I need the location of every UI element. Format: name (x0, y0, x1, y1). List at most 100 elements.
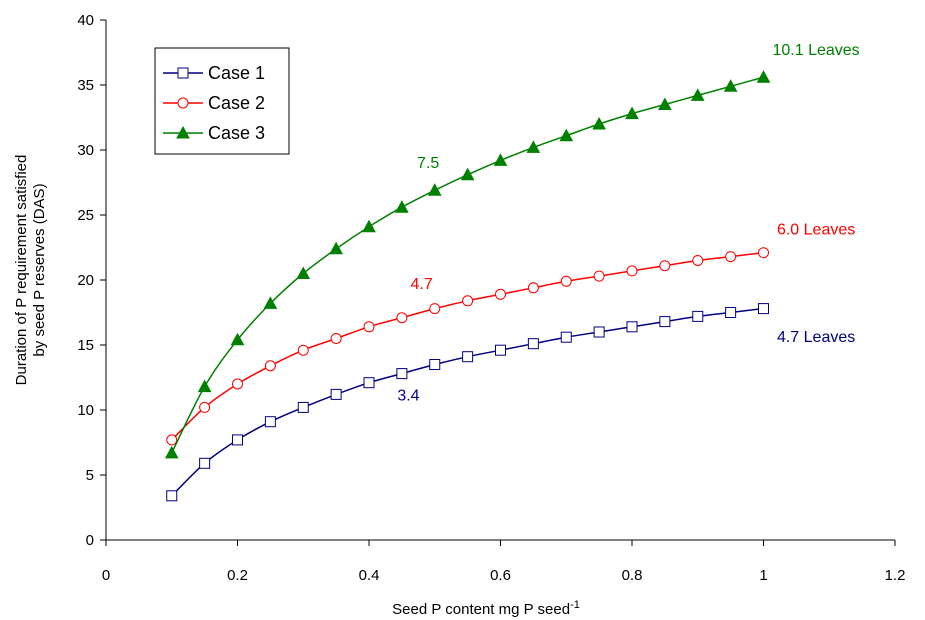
legend-item-case-2: Case 2 (163, 93, 265, 113)
y-tick-label: 10 (77, 402, 94, 419)
data-point-case-3 (723, 79, 738, 92)
x-axis-label: Seed P content mg P seed-1 (392, 599, 580, 618)
data-point-case-2 (199, 401, 211, 413)
data-point-case-3 (329, 241, 343, 255)
data-point-case-1 (692, 310, 704, 322)
data-point-case-2 (330, 333, 342, 344)
legend-label: Case 1 (208, 63, 265, 83)
data-point-case-3 (362, 219, 376, 233)
series-case-2 (166, 247, 769, 446)
data-point-case-3 (296, 266, 311, 279)
data-point-case-1 (593, 326, 605, 338)
data-point-case-1 (659, 316, 671, 328)
legend: Case 1 Case 2 Case 3 (154, 47, 290, 155)
x-ticks: 0 0.2 0.4 0.6 0.8 1 1.2 (102, 540, 906, 584)
y-axis-label-line2: by seed P reserves (DAS) (31, 183, 48, 356)
y-tick-label: 30 (77, 142, 94, 159)
data-point-case-1 (396, 368, 408, 380)
data-point-case-3 (493, 153, 508, 166)
x-tick-label: 0.6 (490, 567, 511, 584)
series-line-case-1 (171, 307, 764, 497)
y-tick-label: 15 (77, 337, 94, 354)
y-tick-label: 35 (77, 77, 94, 94)
x-tick-label: 0 (102, 567, 110, 584)
legend-item-case-1: Case 1 (163, 63, 265, 83)
legend-box (154, 47, 290, 155)
annotation-label: 7.5 (417, 155, 439, 172)
x-axis-label-text: Seed P content mg P seed (392, 601, 570, 618)
x-axis-label-superscript: -1 (570, 599, 580, 611)
annotation-label: 3.4 (397, 388, 419, 405)
data-point-case-2 (297, 344, 309, 356)
x-tick-label: 0.8 (622, 567, 643, 584)
data-point-case-2 (758, 247, 769, 259)
series-case-3 (164, 70, 771, 459)
data-point-case-2 (232, 378, 243, 390)
data-point-case-3 (559, 128, 574, 142)
y-axis-label: Duration of P requirement satisfied by s… (13, 155, 48, 386)
data-point-case-1 (758, 303, 769, 315)
data-point-case-1 (199, 457, 211, 469)
y-axis-label-line1: Duration of P requirement satisfied (13, 155, 30, 386)
annotation-label: 10.1 Leaves (773, 42, 860, 59)
data-point-case-2 (495, 288, 506, 300)
x-tick-label: 1 (759, 567, 767, 584)
data-point-case-2 (692, 255, 704, 266)
data-point-case-1 (462, 351, 474, 363)
data-point-case-1 (429, 359, 441, 370)
y-tick-label: 40 (77, 12, 94, 29)
data-point-case-1 (495, 344, 506, 356)
legend-label: Case 2 (208, 93, 265, 113)
data-point-case-2 (626, 265, 638, 277)
legend-item-case-3: Case 3 (163, 123, 265, 143)
data-point-case-3 (263, 296, 278, 309)
x-tick-label: 0.2 (227, 567, 248, 584)
annotations: 10.1 Leaves 7.5 6.0 Leaves 4.7 4.7 Leaves 3.4 (397, 42, 859, 405)
y-tick-label: 25 (77, 207, 94, 224)
legend-swatch-marker (177, 97, 189, 109)
data-point-case-2 (593, 270, 605, 282)
y-tick-label: 20 (77, 272, 94, 289)
data-point-case-2 (462, 295, 474, 307)
data-point-case-1 (626, 321, 638, 333)
data-point-case-3 (526, 140, 541, 153)
series-case-1 (166, 303, 769, 502)
data-point-case-1 (725, 307, 737, 318)
y-ticks: 0 5 10 15 20 25 30 35 40 (77, 12, 106, 549)
data-point-case-2 (166, 434, 178, 446)
data-point-case-1 (527, 338, 539, 350)
data-point-case-1 (297, 401, 309, 413)
data-point-case-3 (592, 116, 606, 130)
x-tick-label: 1.2 (885, 567, 906, 584)
data-point-case-3 (756, 70, 771, 83)
series-layer (164, 70, 771, 502)
data-point-case-2 (659, 260, 671, 272)
data-point-case-1 (330, 388, 342, 400)
data-point-case-2 (527, 282, 539, 294)
data-point-case-2 (363, 321, 375, 333)
data-point-case-3 (460, 167, 475, 181)
annotation-label: 6.0 Leaves (777, 221, 855, 238)
data-point-case-2 (560, 275, 572, 287)
data-point-case-2 (264, 360, 276, 372)
annotation-label: 4.7 (410, 276, 432, 293)
data-point-case-1 (166, 490, 178, 502)
data-point-case-3 (230, 332, 245, 346)
annotation-label: 4.7 Leaves (777, 329, 855, 346)
data-point-case-1 (363, 377, 375, 389)
data-point-case-1 (264, 416, 276, 428)
data-point-case-1 (232, 434, 243, 446)
y-tick-label: 0 (86, 532, 94, 549)
data-point-case-1 (560, 331, 572, 343)
data-point-case-3 (197, 379, 212, 393)
legend-label: Case 3 (208, 123, 265, 143)
data-point-case-3 (427, 183, 442, 196)
legend-swatch-marker (177, 67, 189, 79)
data-point-case-2 (396, 312, 408, 324)
data-point-case-2 (725, 251, 737, 263)
x-tick-label: 0.4 (359, 567, 380, 584)
series-line-case-2 (171, 251, 764, 441)
y-tick-label: 5 (86, 467, 94, 484)
data-point-case-3 (690, 88, 705, 101)
